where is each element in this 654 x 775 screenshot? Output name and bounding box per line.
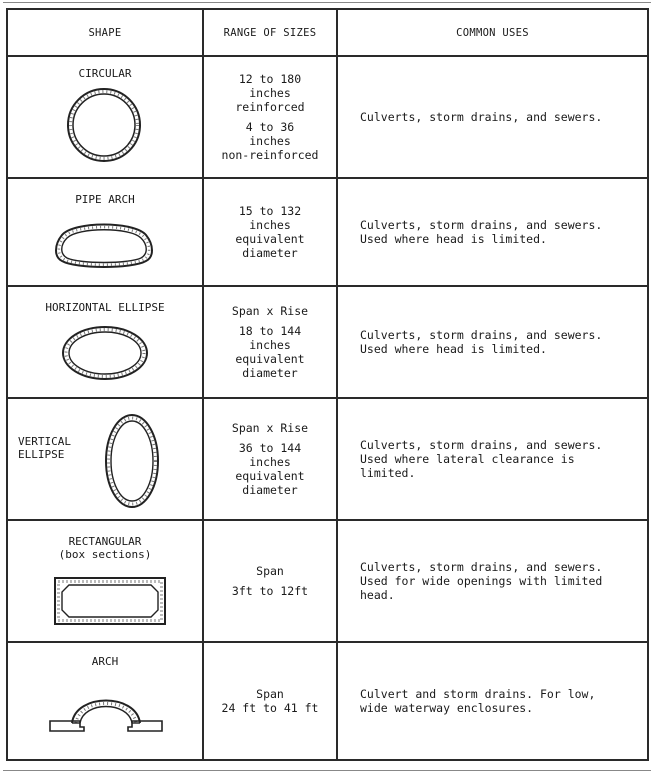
range-line: inches xyxy=(249,86,291,100)
range-line: inches xyxy=(249,455,291,469)
shape-cell: RECTANGULAR (box sections) xyxy=(6,519,204,643)
uses-line: Used where lateral clearance is xyxy=(360,452,575,466)
shape-cell: VERTICAL ELLIPSE xyxy=(6,397,204,521)
uses-cell: Culverts, storm drains, and sewers. Used… xyxy=(336,285,649,399)
vertical-ellipse-icon xyxy=(105,414,159,508)
box-section-icon xyxy=(54,577,166,625)
shape-name-line: VERTICAL xyxy=(18,435,71,448)
range-cell: Span 3ft to 12ft xyxy=(202,519,338,643)
table-row: PIPE ARCH 15 to 132 inches equivalent di… xyxy=(6,177,649,287)
range-line: 4 to 36 xyxy=(245,120,295,134)
uses-cell: Culvert and storm drains. For low, wide … xyxy=(336,641,649,761)
range-line: diameter xyxy=(242,483,298,497)
range-line: inches xyxy=(249,338,291,352)
range-line: 3ft to 12ft xyxy=(231,584,309,598)
range-line: non-reinforced xyxy=(221,148,319,162)
range-line: diameter xyxy=(242,366,298,380)
uses-line: wide waterway enclosures. xyxy=(360,701,534,715)
range-line: equivalent xyxy=(235,469,305,483)
header-row: SHAPE RANGE OF SIZES COMMON USES xyxy=(6,8,649,57)
shape-cell: ARCH xyxy=(6,641,204,761)
range-line: equivalent xyxy=(235,232,305,246)
range-cell: Span x Rise 18 to 144 inches equivalent … xyxy=(202,285,338,399)
pipe-shapes-table: SHAPE RANGE OF SIZES COMMON USES CIRCULA… xyxy=(6,8,649,761)
uses-line: Used where head is limited. xyxy=(360,232,547,246)
table-row: VERTICAL ELLIPSE Span x Rise 36 to 144 i… xyxy=(6,397,649,521)
top-rule xyxy=(3,2,651,3)
header-uses: COMMON USES xyxy=(336,8,649,57)
shape-name: HORIZONTAL ELLIPSE xyxy=(45,301,165,314)
uses-line: Culverts, storm drains, and sewers. xyxy=(360,110,603,124)
range-line: 24 ft to 41 ft xyxy=(221,701,319,715)
range-line: Span xyxy=(256,687,284,701)
shape-name-line: ELLIPSE xyxy=(18,448,65,461)
range-line: 36 to 144 xyxy=(238,441,302,455)
pipe-arch-icon xyxy=(55,223,153,268)
range-line: equivalent xyxy=(235,352,305,366)
uses-line: head. xyxy=(360,588,395,602)
shape-name: VERTICAL ELLIPSE xyxy=(18,435,71,461)
uses-line: Culvert and storm drains. For low, xyxy=(360,687,596,701)
shape-name: CIRCULAR xyxy=(78,67,132,80)
range-line: 15 to 132 xyxy=(238,204,302,218)
range-line: reinforced xyxy=(235,100,305,114)
table-row: HORIZONTAL ELLIPSE Span x Rise 18 to 144… xyxy=(6,285,649,399)
bottom-rule xyxy=(3,770,651,771)
range-line: 12 to 180 xyxy=(238,72,302,86)
table-row: ARCH Span 24 ft to 41 ft Culvert and sto… xyxy=(6,641,649,761)
shape-name-line: (box sections) xyxy=(58,548,152,561)
uses-line: Culverts, storm drains, and sewers. xyxy=(360,560,603,574)
shape-cell: HORIZONTAL ELLIPSE xyxy=(6,285,204,399)
uses-cell: Culverts, storm drains, and sewers. Used… xyxy=(336,177,649,287)
uses-line: Used for wide openings with limited xyxy=(360,574,603,588)
uses-line: limited. xyxy=(360,466,416,480)
horizontal-ellipse-icon xyxy=(62,326,148,380)
circular-pipe-icon xyxy=(67,88,141,162)
range-line: inches xyxy=(249,134,291,148)
uses-cell: Culverts, storm drains, and sewers. Used… xyxy=(336,397,649,521)
range-line: inches xyxy=(249,218,291,232)
table-row: CIRCULAR 12 to 180 inches reinforced 4 t… xyxy=(6,55,649,179)
range-cell: 12 to 180 inches reinforced 4 to 36 inch… xyxy=(202,55,338,179)
table-row: RECTANGULAR (box sections) Span 3ft to 1… xyxy=(6,519,649,643)
range-cell: Span x Rise 36 to 144 inches equivalent … xyxy=(202,397,338,521)
shape-name: PIPE ARCH xyxy=(75,193,135,206)
header-shape: SHAPE xyxy=(6,8,204,57)
uses-line: Used where head is limited. xyxy=(360,342,547,356)
uses-line: Culverts, storm drains, and sewers. xyxy=(360,328,603,342)
range-line: Span x Rise xyxy=(231,421,309,435)
range-line: Span x Rise xyxy=(231,304,309,318)
header-range: RANGE OF SIZES xyxy=(202,8,338,57)
shape-name: ARCH xyxy=(91,655,119,668)
uses-line: Culverts, storm drains, and sewers. xyxy=(360,218,603,232)
arch-icon xyxy=(49,699,163,732)
range-line: Span xyxy=(256,564,284,578)
shape-cell: CIRCULAR xyxy=(6,55,204,179)
range-line: 18 to 144 xyxy=(238,324,302,338)
range-cell: Span 24 ft to 41 ft xyxy=(202,641,338,761)
shape-name-line: RECTANGULAR xyxy=(68,535,142,548)
shape-cell: PIPE ARCH xyxy=(6,177,204,287)
shape-name: RECTANGULAR (box sections) xyxy=(8,535,202,561)
uses-line: Culverts, storm drains, and sewers. xyxy=(360,438,603,452)
range-cell: 15 to 132 inches equivalent diameter xyxy=(202,177,338,287)
uses-cell: Culverts, storm drains, and sewers. Used… xyxy=(336,519,649,643)
range-line: diameter xyxy=(242,246,298,260)
uses-cell: Culverts, storm drains, and sewers. xyxy=(336,55,649,179)
